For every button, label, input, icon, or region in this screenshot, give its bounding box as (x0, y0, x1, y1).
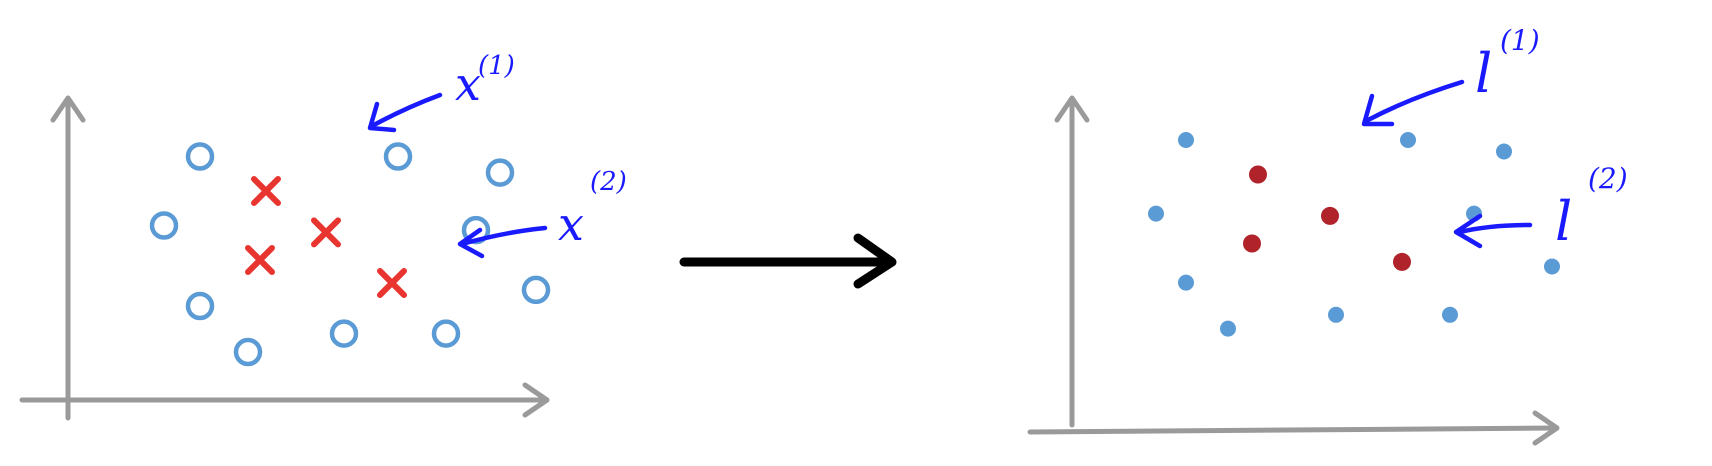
annotation-x1: x (1) (367, 51, 515, 133)
landmark-point-blue (1544, 258, 1560, 275)
annotation-l2-symbol: l (1555, 190, 1572, 253)
circle-point (149, 211, 179, 240)
right-panel: l (1) l (2) (1027, 24, 1628, 446)
right-axes (1027, 95, 1560, 446)
landmark-point-blue (1328, 306, 1344, 323)
annotation-x1-symbol: x (455, 57, 481, 111)
landmark-point-blue (1178, 274, 1194, 291)
annotation-l1-arrowhead (1361, 93, 1395, 127)
landmark-point-blue (1400, 132, 1416, 148)
right-points (1148, 132, 1560, 337)
annotation-l1-symbol: l (1475, 42, 1492, 105)
right-y-axis-arrowhead (1054, 95, 1090, 123)
right-x-axis-arrowhead (1532, 410, 1560, 446)
annotation-x2: x (2) (457, 167, 627, 259)
circle-point (431, 319, 461, 348)
annotation-l2: l (2) (1453, 162, 1628, 253)
circle-point (485, 158, 515, 187)
annotation-x1-arrow (369, 92, 443, 129)
annotation-x2-arrow (459, 225, 548, 247)
cross-point (377, 268, 407, 298)
left-axes (19, 95, 550, 421)
annotation-l1: l (1) (1361, 24, 1540, 127)
landmark-point-blue (1178, 132, 1194, 148)
left-points (149, 142, 551, 367)
circle-point (383, 142, 413, 171)
annotation-x1-arrowhead (367, 101, 397, 133)
annotation-x2-arrowhead (457, 227, 485, 259)
annotation-l2-arrow (1457, 222, 1533, 235)
landmark-point-blue (1496, 143, 1512, 160)
landmark-point-blue (1442, 306, 1458, 323)
circle-point (329, 319, 359, 348)
cross-point (245, 245, 275, 275)
annotation-x1-superscript: (1) (478, 51, 515, 81)
circle-point (233, 337, 263, 367)
landmark-point-blue (1148, 205, 1164, 222)
left-y-axis-arrowhead (50, 95, 86, 123)
transform-arrow-head (853, 233, 897, 289)
transform-arrow (679, 233, 897, 289)
annotation-l1-superscript: (1) (1500, 24, 1540, 57)
annotation-x2-superscript: (2) (590, 167, 627, 197)
landmark-point-red (1321, 206, 1339, 225)
left-panel: x (1) x (2) (19, 51, 627, 421)
landmark-point-red (1393, 252, 1411, 271)
annotation-l1-arrow (1365, 79, 1465, 123)
landmark-point-blue (1220, 320, 1236, 337)
cross-point (311, 217, 341, 248)
annotation-x2-symbol: x (558, 197, 584, 251)
cross-point (251, 176, 281, 206)
annotation-l2-superscript: (2) (1588, 162, 1628, 195)
circle-point (185, 142, 215, 171)
right-x-axis (1027, 425, 1558, 435)
landmark-point-red (1249, 165, 1267, 184)
circle-point (185, 291, 215, 321)
left-x-axis-arrowhead (522, 382, 550, 418)
annotation-l2-arrowhead (1453, 213, 1483, 249)
landmark-point-red (1243, 234, 1261, 253)
circle-point (521, 275, 551, 305)
